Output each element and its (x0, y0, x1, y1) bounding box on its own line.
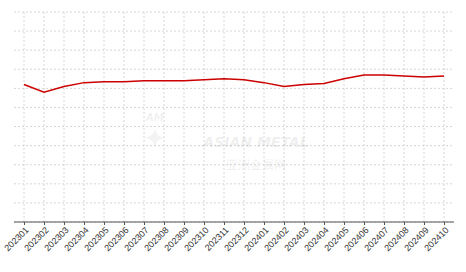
tick-mark (324, 222, 325, 225)
tick-mark (444, 222, 445, 225)
grid (14, 12, 454, 222)
tick-mark (264, 222, 265, 225)
grid-line (304, 12, 305, 222)
tick-mark (304, 222, 305, 225)
grid-line (364, 12, 365, 222)
grid-line (44, 12, 45, 222)
tick-mark (164, 222, 165, 225)
grid-line (14, 202, 454, 203)
plot-area: ASIAN METAL 亚洲金属网 ✦AM 202301202302202303202… (2, 12, 454, 253)
grid-line (444, 12, 445, 222)
grid-line (14, 12, 454, 13)
grid-line (14, 50, 454, 51)
tick-mark (24, 222, 25, 225)
grid-line (224, 12, 225, 222)
line (24, 75, 444, 92)
watermark: ✦ (143, 122, 166, 155)
tick-mark (244, 222, 245, 225)
grid-line (204, 12, 205, 222)
tick-mark (104, 222, 105, 225)
grid-line (344, 12, 345, 222)
grid-line (14, 222, 454, 223)
grid-line (14, 126, 454, 127)
grid-line (244, 12, 245, 222)
grid-line (84, 12, 85, 222)
axis-line (14, 222, 454, 223)
grid-line (424, 12, 425, 222)
tick-mark (64, 222, 65, 225)
tick-mark (224, 222, 225, 225)
grid-line (144, 12, 145, 222)
tick-mark (424, 222, 425, 225)
tick-mark (364, 222, 365, 225)
marks (24, 75, 444, 92)
tick-mark (404, 222, 405, 225)
grid-line (284, 12, 285, 222)
tick-mark (84, 222, 85, 225)
grid-line (14, 183, 454, 184)
grid-line (384, 12, 385, 222)
grid-line (324, 12, 325, 222)
grid-line (124, 12, 125, 222)
grid-line (104, 12, 105, 222)
chart: ASIAN METAL 亚洲金属网 ✦AM 202301202302202303202… (0, 0, 466, 272)
x-axis: 2023012023022023032023042023052023062023… (2, 222, 454, 253)
tick-mark (284, 222, 285, 225)
grid-line (14, 31, 454, 32)
watermark: ASIAN METAL (202, 134, 308, 150)
tick-mark (384, 222, 385, 225)
tick-mark (124, 222, 125, 225)
watermark: AM (145, 112, 164, 123)
watermarks: ASIAN METAL 亚洲金属网 ✦AM (143, 112, 309, 173)
tick-mark (44, 222, 45, 225)
axis-line (14, 13, 15, 223)
grid-line (404, 12, 405, 222)
grid-line (14, 69, 454, 70)
grid-line (264, 12, 265, 222)
grid-line (184, 12, 185, 222)
tick-label: 202410 (422, 225, 450, 253)
tick-mark (204, 222, 205, 225)
tick-mark (144, 222, 145, 225)
grid-line (14, 88, 454, 89)
tick-mark (344, 222, 345, 225)
tick: 202410 (422, 222, 450, 253)
y-axis (14, 13, 16, 223)
grid-line (14, 107, 454, 108)
watermark: 亚洲金属网 (226, 158, 286, 172)
tick-mark (184, 222, 185, 225)
grid-line (64, 12, 65, 222)
grid-line (24, 12, 25, 222)
